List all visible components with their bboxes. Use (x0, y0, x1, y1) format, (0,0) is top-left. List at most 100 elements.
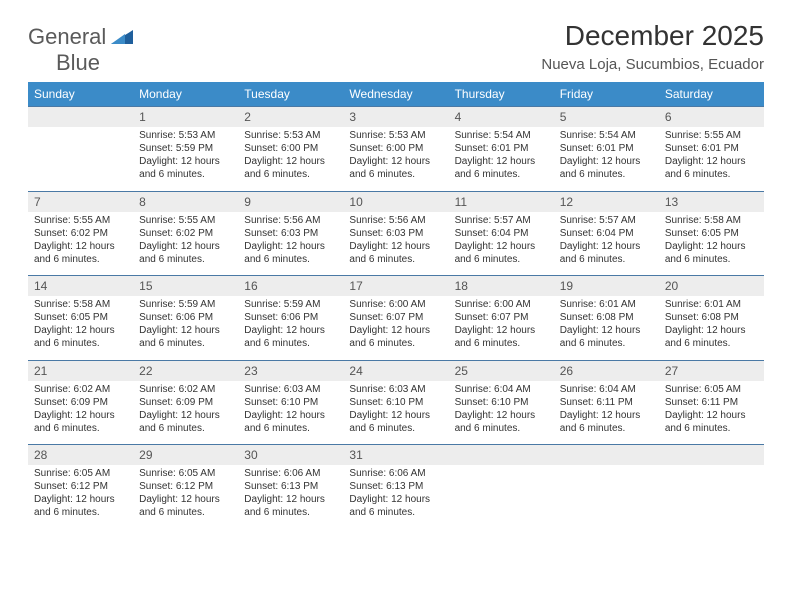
sunrise-text: Sunrise: 6:00 AM (349, 298, 442, 311)
daylight-text: Daylight: 12 hours (455, 155, 548, 168)
day-number: 3 (343, 107, 448, 128)
daylight-text: Daylight: 12 hours (244, 240, 337, 253)
daynum-row: 78910111213 (28, 191, 764, 212)
sunset-text: Sunset: 6:10 PM (455, 396, 548, 409)
daylight-text: Daylight: 12 hours (665, 324, 758, 337)
day-number: 23 (238, 360, 343, 381)
detail-row: Sunrise: 5:55 AMSunset: 6:02 PMDaylight:… (28, 212, 764, 276)
day-number: 10 (343, 191, 448, 212)
daylight-text: and 6 minutes. (349, 337, 442, 350)
sunrise-text: Sunrise: 5:54 AM (560, 129, 653, 142)
day-number: 19 (554, 276, 659, 297)
sunrise-text: Sunrise: 6:01 AM (665, 298, 758, 311)
sunrise-text: Sunrise: 6:00 AM (455, 298, 548, 311)
sunrise-text: Sunrise: 6:01 AM (560, 298, 653, 311)
daylight-text: and 6 minutes. (34, 337, 127, 350)
sunrise-text: Sunrise: 5:57 AM (560, 214, 653, 227)
sunrise-text: Sunrise: 5:56 AM (349, 214, 442, 227)
sunset-text: Sunset: 6:13 PM (349, 480, 442, 493)
day-detail: Sunrise: 5:55 AMSunset: 6:01 PMDaylight:… (659, 127, 764, 191)
sunset-text: Sunset: 6:05 PM (34, 311, 127, 324)
day-number: 30 (238, 445, 343, 466)
day-detail: Sunrise: 5:55 AMSunset: 6:02 PMDaylight:… (28, 212, 133, 276)
day-number: 18 (449, 276, 554, 297)
day-number: 21 (28, 360, 133, 381)
weekday-header: Monday (133, 82, 238, 107)
daylight-text: and 6 minutes. (349, 168, 442, 181)
daylight-text: Daylight: 12 hours (139, 324, 232, 337)
logo-line2: Blue (56, 50, 100, 75)
sunset-text: Sunset: 6:02 PM (34, 227, 127, 240)
daylight-text: Daylight: 12 hours (665, 240, 758, 253)
day-number (659, 445, 764, 466)
sunrise-text: Sunrise: 5:55 AM (34, 214, 127, 227)
daylight-text: and 6 minutes. (349, 253, 442, 266)
day-detail (554, 465, 659, 529)
calendar-body: 123456Sunrise: 5:53 AMSunset: 5:59 PMDay… (28, 107, 764, 530)
sunset-text: Sunset: 6:02 PM (139, 227, 232, 240)
day-detail: Sunrise: 6:03 AMSunset: 6:10 PMDaylight:… (343, 381, 448, 445)
title-block: December 2025 Nueva Loja, Sucumbios, Ecu… (541, 20, 764, 73)
day-detail (28, 127, 133, 191)
sunrise-text: Sunrise: 6:06 AM (349, 467, 442, 480)
daynum-row: 14151617181920 (28, 276, 764, 297)
day-number: 25 (449, 360, 554, 381)
detail-row: Sunrise: 5:53 AMSunset: 5:59 PMDaylight:… (28, 127, 764, 191)
daylight-text: and 6 minutes. (349, 422, 442, 435)
daylight-text: and 6 minutes. (244, 168, 337, 181)
sunrise-text: Sunrise: 5:53 AM (139, 129, 232, 142)
sunset-text: Sunset: 6:10 PM (349, 396, 442, 409)
weekday-header: Tuesday (238, 82, 343, 107)
sunrise-text: Sunrise: 6:04 AM (455, 383, 548, 396)
sunset-text: Sunset: 6:08 PM (665, 311, 758, 324)
day-detail: Sunrise: 6:02 AMSunset: 6:09 PMDaylight:… (133, 381, 238, 445)
sunrise-text: Sunrise: 5:53 AM (244, 129, 337, 142)
daylight-text: and 6 minutes. (455, 422, 548, 435)
day-number: 8 (133, 191, 238, 212)
daylight-text: and 6 minutes. (139, 168, 232, 181)
sunrise-text: Sunrise: 5:57 AM (455, 214, 548, 227)
day-number: 20 (659, 276, 764, 297)
logo: General Blue (28, 24, 133, 76)
daylight-text: Daylight: 12 hours (349, 324, 442, 337)
logo-line1: General (28, 24, 106, 49)
sunset-text: Sunset: 6:06 PM (244, 311, 337, 324)
sunset-text: Sunset: 6:01 PM (560, 142, 653, 155)
day-number: 29 (133, 445, 238, 466)
day-number (28, 107, 133, 128)
weekday-header: Thursday (449, 82, 554, 107)
daylight-text: Daylight: 12 hours (455, 240, 548, 253)
sunset-text: Sunset: 6:06 PM (139, 311, 232, 324)
daylight-text: Daylight: 12 hours (244, 493, 337, 506)
daylight-text: Daylight: 12 hours (34, 409, 127, 422)
sunset-text: Sunset: 6:00 PM (349, 142, 442, 155)
detail-row: Sunrise: 6:05 AMSunset: 6:12 PMDaylight:… (28, 465, 764, 529)
daylight-text: Daylight: 12 hours (455, 324, 548, 337)
daylight-text: Daylight: 12 hours (139, 240, 232, 253)
sunrise-text: Sunrise: 6:04 AM (560, 383, 653, 396)
day-detail: Sunrise: 5:58 AMSunset: 6:05 PMDaylight:… (28, 296, 133, 360)
sunset-text: Sunset: 6:07 PM (455, 311, 548, 324)
day-detail: Sunrise: 6:04 AMSunset: 6:11 PMDaylight:… (554, 381, 659, 445)
day-detail: Sunrise: 6:01 AMSunset: 6:08 PMDaylight:… (659, 296, 764, 360)
sunset-text: Sunset: 6:12 PM (34, 480, 127, 493)
weekday-header: Saturday (659, 82, 764, 107)
day-number: 4 (449, 107, 554, 128)
sunset-text: Sunset: 6:11 PM (665, 396, 758, 409)
day-detail (659, 465, 764, 529)
daynum-row: 28293031 (28, 445, 764, 466)
daylight-text: Daylight: 12 hours (560, 409, 653, 422)
day-detail: Sunrise: 5:54 AMSunset: 6:01 PMDaylight:… (554, 127, 659, 191)
day-detail: Sunrise: 5:57 AMSunset: 6:04 PMDaylight:… (449, 212, 554, 276)
sunrise-text: Sunrise: 6:02 AM (139, 383, 232, 396)
daylight-text: Daylight: 12 hours (34, 240, 127, 253)
sunset-text: Sunset: 6:09 PM (34, 396, 127, 409)
day-number: 27 (659, 360, 764, 381)
logo-triangle-icon (111, 28, 133, 49)
daylight-text: Daylight: 12 hours (139, 493, 232, 506)
daylight-text: Daylight: 12 hours (560, 324, 653, 337)
day-number: 24 (343, 360, 448, 381)
day-detail: Sunrise: 6:03 AMSunset: 6:10 PMDaylight:… (238, 381, 343, 445)
sunrise-text: Sunrise: 5:55 AM (665, 129, 758, 142)
day-number: 2 (238, 107, 343, 128)
